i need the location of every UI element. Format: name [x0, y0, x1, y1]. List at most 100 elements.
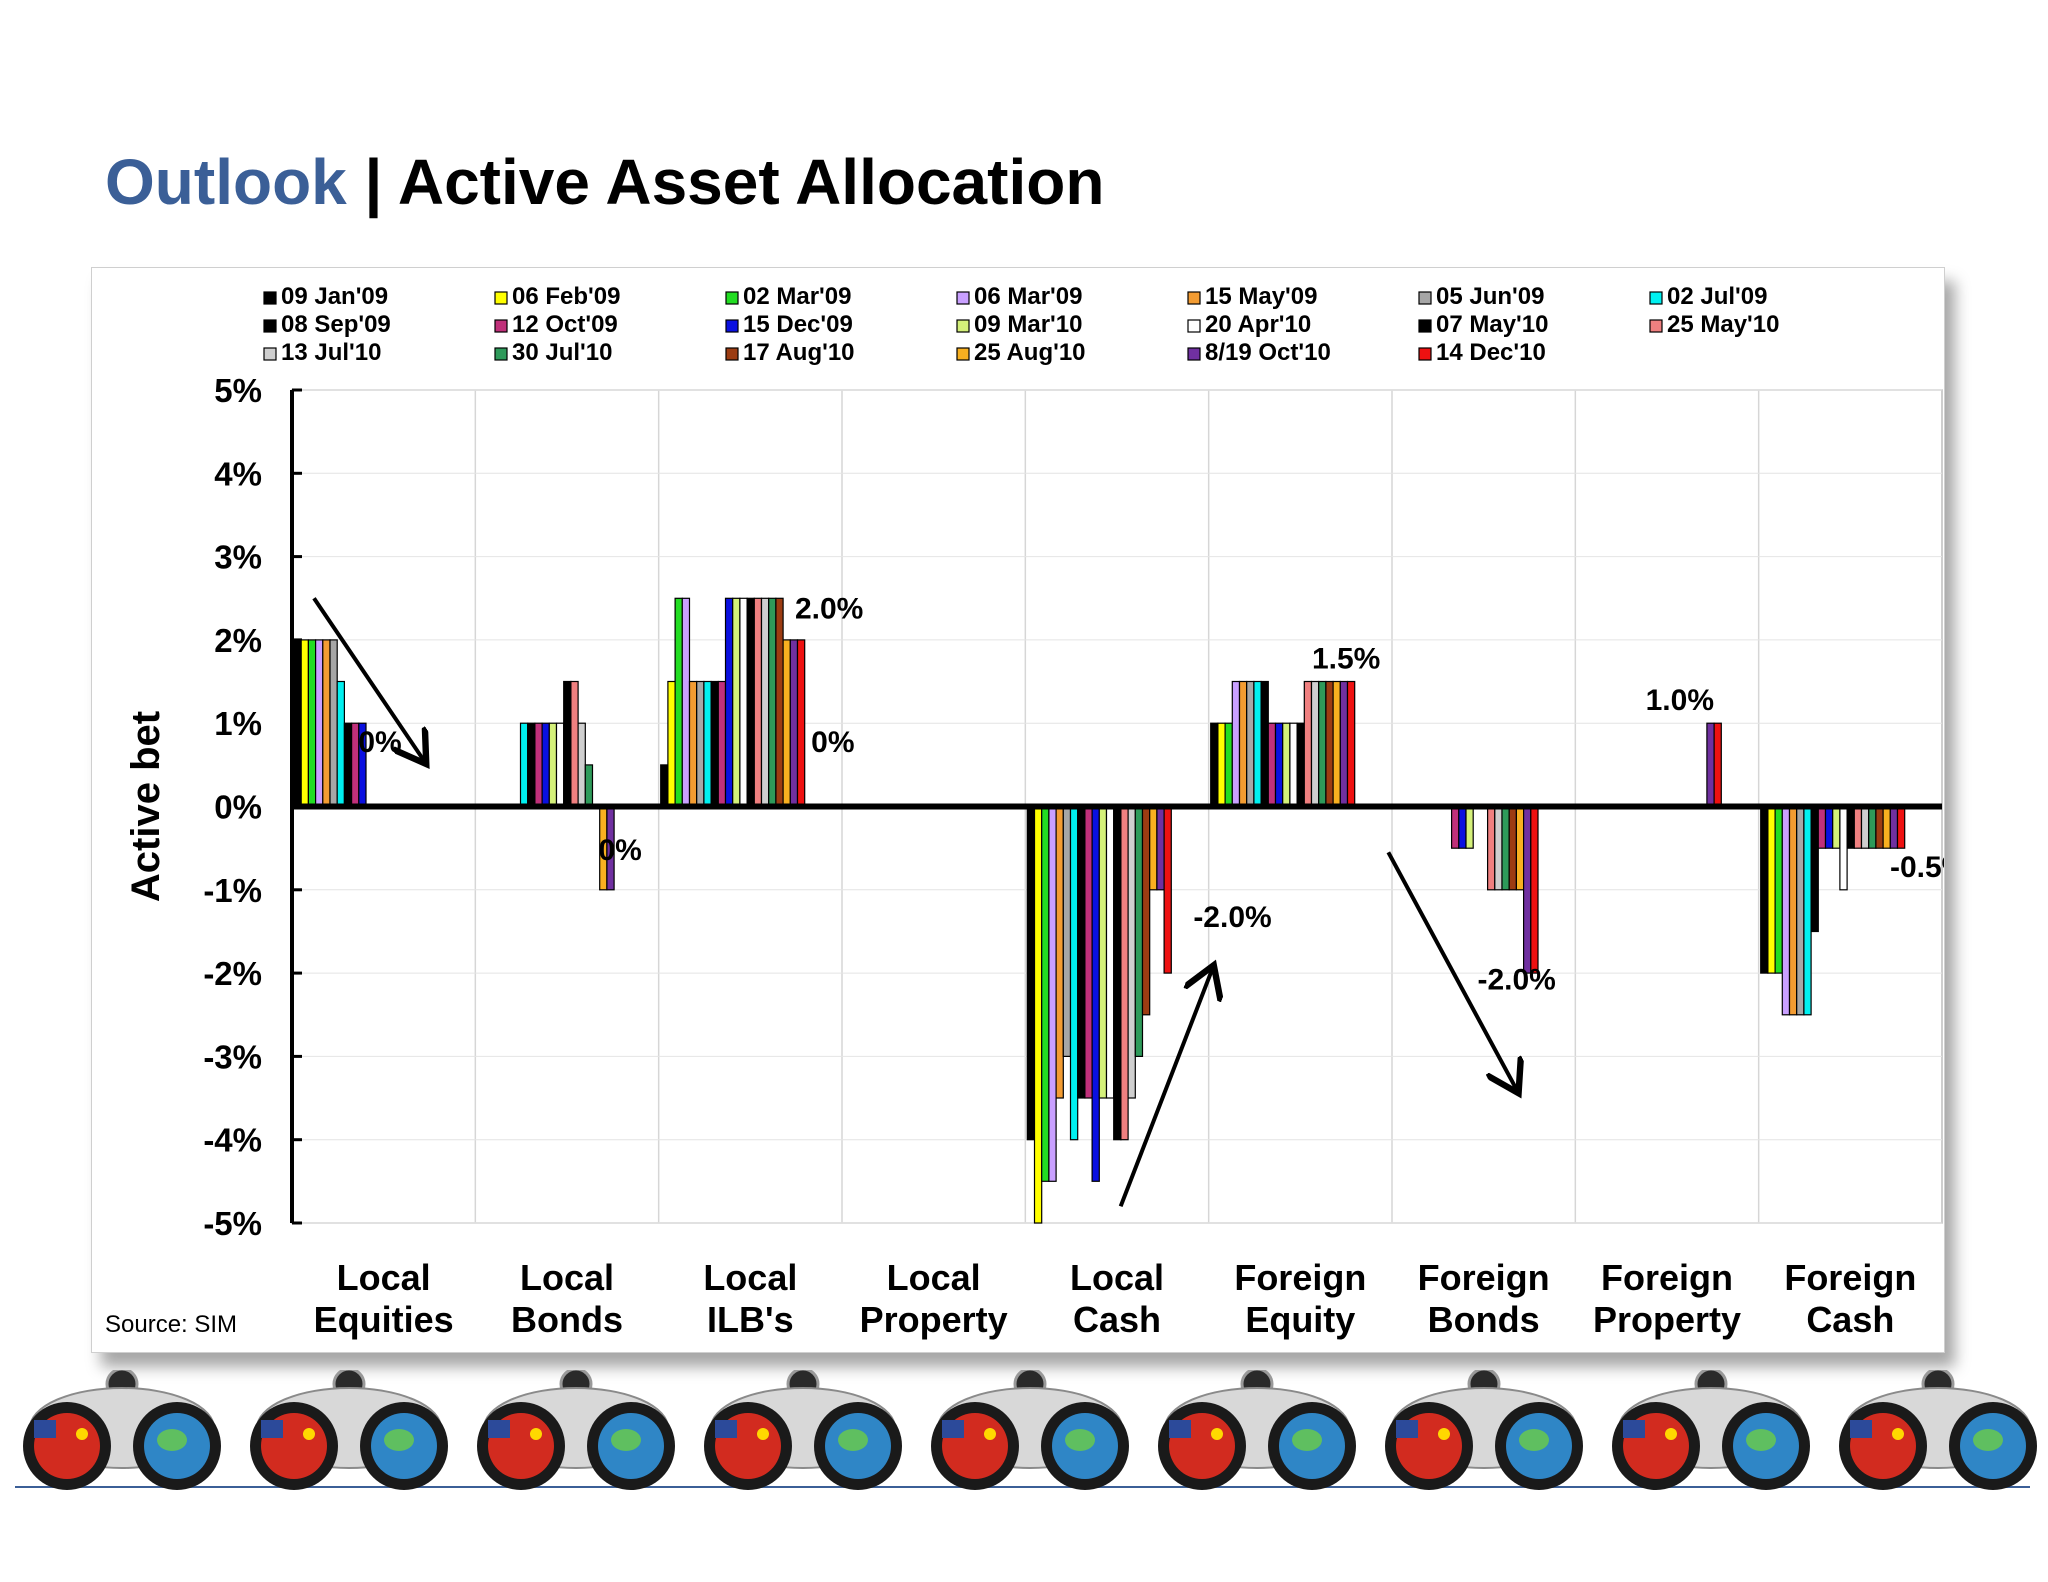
x-tick-label-line: Foreign: [1784, 1257, 1916, 1298]
flag-star: [76, 1428, 88, 1440]
legend-label: 09 Mar'10: [974, 311, 1082, 338]
bar: [1796, 805, 1805, 1016]
bar: [300, 639, 309, 808]
bar: [1781, 805, 1791, 1016]
x-tick-label-line: Bonds: [511, 1299, 623, 1340]
x-tick-label-line: Foreign: [1234, 1257, 1366, 1298]
bar: [1868, 805, 1877, 849]
bar: [584, 764, 594, 808]
bar: [1267, 722, 1277, 808]
x-tick-label: Local ILB's: [703, 1257, 797, 1340]
bar: [1788, 805, 1798, 1016]
binoculars-icon: [1158, 1370, 1356, 1490]
bar: [1098, 805, 1108, 1099]
title-accent: Outlook: [105, 146, 347, 218]
bar: [775, 597, 784, 808]
bar: [732, 597, 741, 808]
x-tick-label-line: Local: [337, 1257, 431, 1298]
bar: [1896, 805, 1906, 849]
bar: [1486, 805, 1496, 891]
legend-label: 14 Dec'10: [1436, 339, 1546, 366]
x-tick-label-line: Local: [1070, 1257, 1164, 1298]
binoculars-icon: [1839, 1370, 2037, 1490]
x-tick-label-line: ILB's: [707, 1299, 794, 1340]
bar: [1515, 805, 1525, 891]
bar: [1062, 805, 1072, 1057]
x-tick-label-line: Local: [520, 1257, 614, 1298]
bar: [1156, 805, 1165, 891]
x-tick-label-line: Local: [703, 1257, 797, 1298]
bar: [1853, 805, 1863, 849]
trend-arrow: [1118, 969, 1213, 1208]
flag-star: [1211, 1428, 1223, 1440]
bar: [1774, 805, 1783, 974]
y-tick-label: 5%: [214, 372, 262, 409]
footer-decoration: [15, 1370, 2037, 1490]
bar: [1339, 680, 1349, 808]
bar: [1282, 722, 1291, 808]
y-tick-label: -3%: [203, 1038, 262, 1075]
legend-swatch: [494, 347, 508, 361]
value-annotation: 1.5%: [1312, 643, 1380, 676]
bar: [293, 639, 302, 808]
bar: [329, 639, 338, 808]
x-tick-label-line: Equities: [314, 1299, 454, 1340]
bar: [1889, 805, 1899, 849]
y-tick-label: 1%: [214, 705, 262, 742]
binoculars-icon: [477, 1370, 675, 1490]
flag-canton: [261, 1420, 283, 1438]
bar: [681, 597, 691, 808]
bar: [1033, 805, 1043, 1224]
flag-canton: [1396, 1420, 1418, 1438]
bar: [1253, 680, 1262, 808]
bar: [1105, 805, 1115, 1099]
legend-label: 02 Jul'09: [1667, 283, 1767, 310]
bar: [796, 639, 806, 808]
legend-label: 25 May'10: [1667, 311, 1779, 338]
bar: [1296, 722, 1305, 808]
x-tick-label-line: Cash: [1073, 1299, 1161, 1340]
legend-swatch: [263, 291, 277, 305]
x-tick-label: Local Cash: [1070, 1257, 1164, 1340]
bar: [1231, 680, 1241, 808]
y-tick-label: 3%: [214, 539, 262, 576]
bar: [1113, 805, 1122, 1141]
bar: [336, 680, 345, 808]
bar: [660, 764, 669, 808]
x-tick-label-line: Local: [887, 1257, 981, 1298]
binoculars-icon: [1385, 1370, 1583, 1490]
bar: [1450, 805, 1460, 849]
x-tick-label: Foreign Bonds: [1418, 1257, 1550, 1340]
bar: [322, 639, 331, 808]
x-tick-label: Local Property: [860, 1257, 1008, 1340]
y-tick-label: -2%: [203, 955, 262, 992]
bar: [1120, 805, 1129, 1141]
bar: [1084, 805, 1093, 1099]
chart-panel: 5% 4% 3% 2% 1% 0% -1% -2% -3% -4% -5% Active bet Loc…: [91, 267, 1945, 1353]
bar: [570, 680, 579, 808]
bar: [688, 680, 698, 808]
value-annotation: 0%: [811, 726, 854, 759]
binoculars-icon: [704, 1370, 902, 1490]
y-tick-label: -1%: [203, 872, 262, 909]
bar: [1465, 805, 1474, 849]
bar: [1817, 805, 1827, 849]
x-tick-label-line: Cash: [1806, 1299, 1894, 1340]
bar: [768, 597, 777, 808]
legend-label: 8/19 Oct'10: [1205, 339, 1331, 366]
bar: [1077, 805, 1086, 1099]
legend-label: 06 Feb'09: [512, 283, 620, 310]
x-tick-label: Local Bonds: [511, 1257, 623, 1340]
trend-arrow: [1386, 851, 1516, 1089]
bar: [1163, 805, 1172, 974]
legend-swatch: [725, 319, 739, 333]
legend-swatch: [956, 319, 970, 333]
legend-swatch: [1418, 347, 1432, 361]
binoculars-icon: [931, 1370, 1129, 1490]
legend-label: 15 May'09: [1205, 283, 1317, 310]
y-tick-label: 2%: [214, 622, 262, 659]
bar: [1530, 805, 1539, 974]
flag-canton: [715, 1420, 737, 1438]
flag-star: [303, 1428, 315, 1440]
bar: [1832, 805, 1841, 849]
